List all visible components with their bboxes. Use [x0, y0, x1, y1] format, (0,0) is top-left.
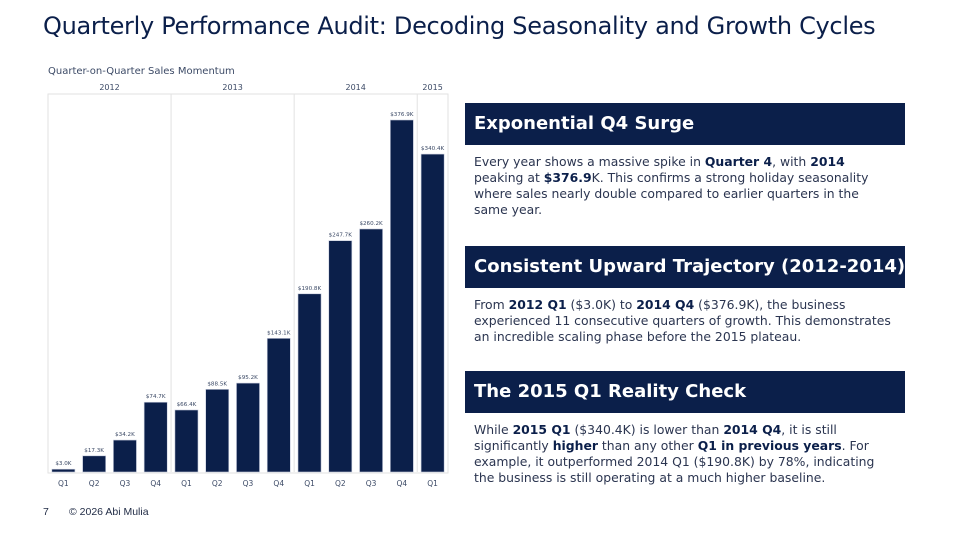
- slide-title: Quarterly Performance Audit: Decoding Se…: [43, 12, 876, 40]
- bar: [82, 455, 106, 473]
- body-text: While: [474, 422, 513, 437]
- emphasis-text: Quarter 4: [704, 154, 773, 169]
- data-label: $247.7K: [329, 233, 353, 239]
- x-tick-label: Q1: [304, 479, 315, 488]
- body-text: From: [474, 297, 509, 312]
- body-text: Every year shows a massive spike in: [474, 154, 705, 169]
- panel-body-reality-check: While 2015 Q1 ($340.4K) is lower than 20…: [474, 422, 894, 486]
- year-label: 2014: [346, 83, 366, 92]
- x-tick-label: Q4: [397, 479, 408, 488]
- body-text: , with: [772, 154, 811, 169]
- body-text: . For example, it outperformed 2014 Q1 (…: [474, 438, 875, 485]
- panel-heading-reality-check: The 2015 Q1 Reality Check: [465, 371, 905, 413]
- bar-chart: 2012 2013 2014 2015 $3.0K $17.3K $34.2K $74.7K…: [47, 83, 449, 488]
- emphasis-text: 2012 Q1: [508, 297, 567, 312]
- x-tick-label: Q3: [120, 479, 131, 488]
- year-label: 2015: [422, 83, 442, 92]
- year-label: 2012: [99, 83, 119, 92]
- panel-body-upward-trajectory: From 2012 Q1 ($3.0K) to 2014 Q4 ($376.9K…: [474, 297, 894, 345]
- data-label: $376.9K: [390, 112, 414, 118]
- bar: [420, 153, 445, 473]
- body-text: K. This confirms a strong holiday season…: [474, 170, 869, 217]
- data-label: $74.7K: [146, 394, 166, 400]
- panel-heading-q4-surge: Exponential Q4 Surge: [465, 103, 905, 145]
- body-text: ($340.4K) is lower than: [570, 422, 724, 437]
- data-label: $34.2K: [115, 432, 135, 438]
- bar: [236, 382, 260, 473]
- emphasis-text: Q1 in previous years: [697, 438, 842, 453]
- x-tick-label: Q2: [89, 479, 100, 488]
- x-tick-label: Q1: [58, 479, 69, 488]
- x-tick-label: Q2: [335, 479, 346, 488]
- data-label: $88.5K: [207, 381, 227, 387]
- panel-body-q4-surge: Every year shows a massive spike in Quar…: [474, 154, 894, 218]
- emphasis-text: 2014 Q4: [723, 422, 782, 437]
- x-tick-label: Q2: [212, 479, 223, 488]
- bar: [205, 389, 230, 473]
- x-tick-label: Q3: [243, 479, 254, 488]
- bar: [174, 409, 199, 473]
- emphasis-text: 2015 Q1: [512, 422, 571, 437]
- emphasis-text: higher: [552, 438, 598, 453]
- emphasis-text: 2014: [810, 154, 845, 169]
- data-label: $3.0K: [55, 461, 71, 467]
- body-text: ($3.0K) to: [566, 297, 637, 312]
- x-tick-label: Q1: [427, 479, 438, 488]
- bar: [328, 240, 353, 473]
- x-tick-label: Q4: [273, 479, 284, 488]
- bar: [390, 119, 414, 473]
- x-tick-label: Q3: [366, 479, 377, 488]
- chart-title: Quarter-on-Quarter Sales Momentum: [48, 66, 235, 77]
- bar: [143, 401, 168, 473]
- data-label: $190.8K: [298, 286, 322, 292]
- bar: [51, 468, 76, 473]
- bar: [266, 338, 291, 473]
- bar: [297, 293, 322, 473]
- page-number: 7: [43, 506, 49, 518]
- body-text: peaking at: [474, 170, 544, 185]
- body-text: ($376.9K), the business experienced 11 c…: [474, 297, 891, 344]
- data-label: $260.2K: [359, 221, 383, 227]
- data-label: $340.4K: [421, 146, 445, 152]
- data-label: $95.2K: [238, 375, 258, 381]
- chart-frame: [47, 93, 449, 474]
- data-label: $66.4K: [177, 402, 197, 408]
- data-label: $143.1K: [267, 330, 291, 336]
- bar: [359, 228, 383, 473]
- emphasis-text: 2014 Q4: [636, 297, 695, 312]
- copyright-text: © 2026 Abi Mulia: [69, 506, 149, 518]
- panel-heading-upward-trajectory: Consistent Upward Trajectory (2012-2014): [465, 246, 905, 288]
- data-label: $17.3K: [84, 448, 104, 454]
- year-label: 2013: [222, 83, 242, 92]
- body-text: than any other: [597, 438, 698, 453]
- x-tick-label: Q4: [150, 479, 161, 488]
- emphasis-text: $376.9: [543, 170, 592, 185]
- x-tick-label: Q1: [181, 479, 192, 488]
- body-text: , it is still significantly: [474, 422, 837, 453]
- bar: [113, 439, 137, 473]
